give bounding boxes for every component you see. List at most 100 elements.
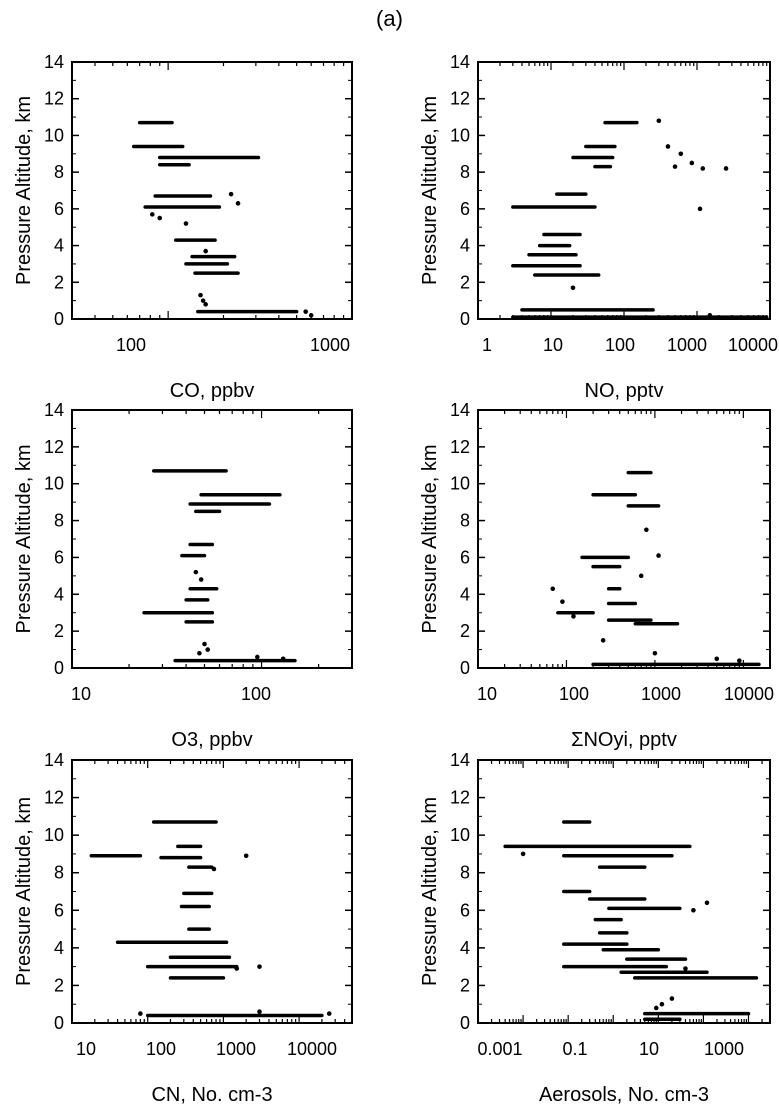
y-axis-label: Pressure Altitude, km	[419, 797, 441, 986]
y-tick-label: 4	[460, 938, 470, 958]
x-axis-label: Aerosols, No. cm-3	[539, 1084, 709, 1104]
x-tick-label: 100	[146, 1039, 176, 1059]
chart-panel-4: 0 2 4 6 8 10 12 14 10 100 1000 10000 Pressure Altitu…	[419, 400, 774, 751]
data-point	[700, 166, 706, 171]
data-point	[183, 221, 189, 226]
plot-frame	[71, 61, 353, 320]
y-tick-label: 12	[44, 788, 64, 808]
plot-frame	[71, 759, 353, 1024]
data-point	[665, 144, 671, 149]
plot-frame	[71, 409, 353, 669]
data-point	[560, 599, 565, 604]
x-tick-label: 1000	[667, 335, 707, 355]
data-point	[234, 966, 240, 971]
data-point	[308, 313, 314, 318]
y-axis-label: Pressure Altitude, km	[419, 96, 441, 285]
plot-frame	[477, 61, 771, 320]
x-tick-label: 10	[71, 684, 91, 704]
y-tick-label: 14	[450, 52, 470, 72]
y-tick-label: 14	[450, 750, 470, 770]
data-point	[520, 851, 526, 857]
data-point	[656, 118, 662, 124]
y-axis-label: Pressure Altitude, km	[13, 797, 35, 986]
y-tick-label: 4	[54, 938, 64, 958]
data-point	[280, 656, 286, 662]
x-tick-label: 0.1	[562, 1039, 587, 1059]
y-axis-label: Pressure Altitude, km	[419, 445, 441, 634]
y-tick-label: 6	[54, 199, 64, 219]
y-tick-label: 6	[460, 547, 470, 567]
y-tick-label: 10	[44, 825, 64, 845]
x-tick-label: 10000	[287, 1039, 337, 1059]
chart-panel-6: 0 2 4 6 8 10 12 14 0.001 0.1 10 1000 Pressure Altitu…	[419, 750, 771, 1104]
x-tick-label: 1000	[641, 684, 681, 704]
x-tick-label: 10	[543, 335, 563, 355]
data-point	[691, 907, 696, 913]
y-tick-label: 10	[450, 125, 470, 145]
data-point	[193, 569, 199, 575]
data-point	[200, 298, 206, 303]
y-tick-label: 0	[54, 309, 64, 329]
data-point	[669, 996, 675, 1001]
x-tick-label: 10	[76, 1039, 96, 1059]
data-point	[243, 853, 249, 859]
data-point	[138, 1011, 143, 1016]
data-point	[149, 212, 155, 217]
y-tick-label: 8	[460, 511, 470, 531]
figure-title: (a)	[376, 6, 403, 31]
x-tick-label: 10000	[724, 684, 774, 704]
data-point	[198, 577, 204, 582]
y-tick-label: 12	[44, 89, 64, 109]
chart-panel-3: 0 2 4 6 8 10 12 14 10 100 Pressure Altitude, km O3,…	[13, 400, 353, 751]
y-tick-label: 4	[460, 236, 470, 256]
data-point	[571, 614, 576, 619]
y-tick-label: 0	[54, 1013, 64, 1033]
data-point	[672, 164, 678, 169]
x-tick-label: 100	[241, 684, 271, 704]
data-point	[638, 573, 644, 579]
y-tick-label: 10	[44, 474, 64, 494]
data-point	[303, 309, 309, 314]
y-tick-label: 10	[450, 474, 470, 494]
y-tick-label: 2	[54, 621, 64, 641]
data-point	[714, 656, 720, 662]
data-point	[659, 1001, 665, 1007]
data-point	[697, 206, 703, 212]
x-axis-label: ΣNOyi, pptv	[571, 729, 677, 751]
data-point	[653, 1005, 659, 1011]
chart-panel-2: 0 2 4 6 8 10 12 14 1 10 100 1000 10000 Pressure Altit…	[419, 52, 778, 402]
data-point	[652, 650, 658, 656]
data-point	[678, 151, 684, 157]
x-axis-label: CN, No. cm-3	[151, 1084, 272, 1104]
x-tick-label: 1	[482, 335, 492, 355]
data-point	[197, 650, 202, 656]
y-tick-label: 0	[460, 309, 470, 329]
data-point	[202, 641, 207, 647]
data-point	[203, 302, 208, 307]
y-axis-label: Pressure Altitude, km	[13, 445, 35, 634]
x-tick-label: 10	[639, 1039, 659, 1059]
x-axis-label: CO, ppbv	[170, 380, 254, 402]
y-tick-label: 2	[460, 975, 470, 995]
y-tick-label: 6	[460, 900, 470, 920]
y-tick-label: 2	[54, 975, 64, 995]
y-tick-label: 14	[44, 750, 64, 770]
x-axis-label: NO, pptv	[585, 380, 664, 402]
y-tick-label: 4	[54, 584, 64, 604]
y-tick-label: 2	[460, 272, 470, 292]
data-point	[644, 527, 649, 533]
data-point	[704, 900, 710, 906]
data-point	[550, 586, 556, 592]
y-tick-label: 0	[460, 658, 470, 678]
y-tick-label: 12	[44, 437, 64, 457]
y-tick-label: 12	[450, 89, 470, 109]
chart-panel-1: 0 2 4 6 8 10 12 14 100 1000 Pressure Altitude, km C…	[13, 52, 353, 402]
y-tick-label: 8	[54, 162, 64, 182]
x-tick-label: 1000	[704, 1039, 744, 1059]
data-point	[157, 215, 163, 221]
y-tick-label: 6	[54, 900, 64, 920]
y-tick-label: 8	[54, 863, 64, 883]
data-point	[656, 553, 661, 558]
data-point	[205, 647, 211, 652]
y-tick-label: 2	[460, 621, 470, 641]
